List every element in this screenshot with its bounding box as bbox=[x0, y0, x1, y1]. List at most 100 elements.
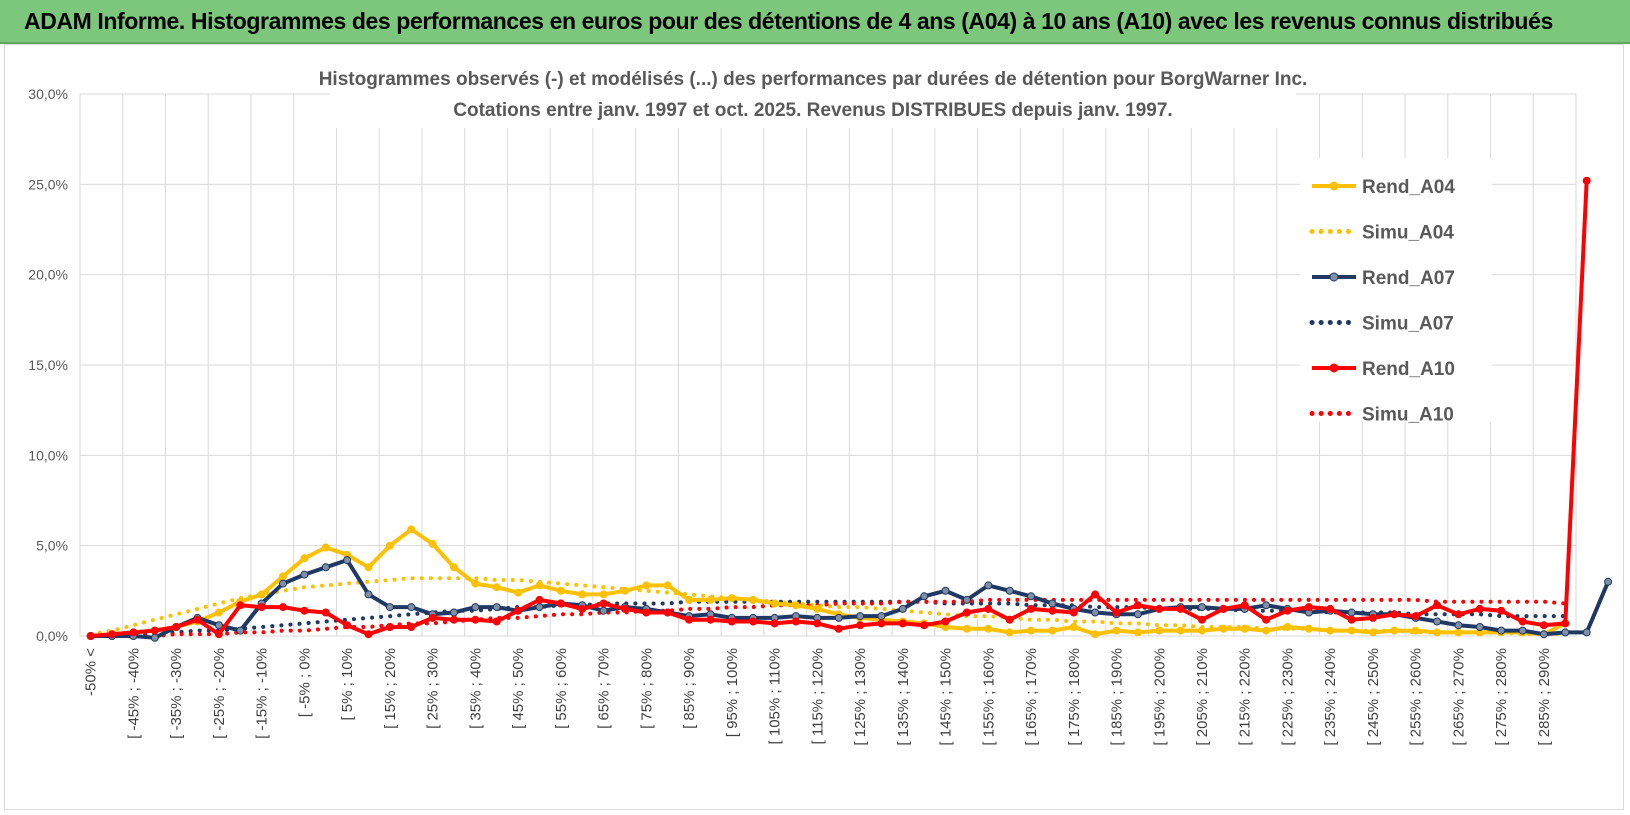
x-tick-label: [ 145% ; 150% bbox=[938, 648, 955, 746]
report-banner: ADAM Informe. Histogrammes des performan… bbox=[0, 0, 1630, 44]
data-point bbox=[1454, 610, 1463, 619]
data-point bbox=[364, 563, 373, 572]
chart-subtitle: Cotations entre janv. 1997 et oct. 2025.… bbox=[453, 100, 1172, 121]
x-tick-label: [ 25% ; 30% bbox=[425, 648, 442, 729]
data-point bbox=[492, 603, 501, 612]
data-point bbox=[1347, 608, 1356, 617]
data-point bbox=[364, 590, 373, 599]
legend-item: Simu_A04 bbox=[1309, 223, 1454, 244]
data-point bbox=[1561, 628, 1570, 637]
data-point bbox=[1475, 604, 1484, 613]
data-point bbox=[1262, 601, 1271, 610]
data-point bbox=[471, 615, 480, 624]
data-point bbox=[685, 595, 694, 604]
data-point bbox=[1005, 586, 1014, 595]
x-tick-label: [ 185% ; 190% bbox=[1109, 648, 1126, 746]
data-point bbox=[1069, 608, 1078, 617]
data-point bbox=[663, 608, 672, 617]
legend-item: Rend_A10 bbox=[1312, 359, 1455, 380]
data-point bbox=[834, 624, 843, 633]
data-point bbox=[492, 617, 501, 626]
data-point bbox=[1304, 624, 1313, 633]
data-point bbox=[1475, 623, 1484, 631]
data-point bbox=[1604, 577, 1613, 586]
legend-label: Rend_A04 bbox=[1362, 177, 1455, 198]
data-point bbox=[706, 595, 715, 604]
x-tick-label: [ 35% ; 40% bbox=[467, 648, 484, 729]
data-point bbox=[984, 624, 993, 633]
data-point bbox=[1518, 626, 1527, 635]
data-point bbox=[727, 617, 736, 626]
x-tick-label: [ 235% ; 240% bbox=[1322, 648, 1339, 746]
data-point bbox=[1155, 604, 1164, 613]
data-point bbox=[856, 621, 865, 630]
legend-marker bbox=[1329, 363, 1339, 373]
data-point bbox=[172, 623, 181, 631]
data-point bbox=[321, 543, 330, 552]
x-tick-label: [ 115% ; 120% bbox=[809, 648, 826, 744]
x-tick-label: [ -15% ; -10% bbox=[254, 648, 271, 739]
data-point bbox=[1005, 615, 1014, 624]
data-point bbox=[1219, 624, 1228, 633]
data-point bbox=[1411, 612, 1420, 621]
data-point bbox=[364, 630, 373, 639]
data-point bbox=[300, 570, 309, 579]
x-tick-label: [ 135% ; 140% bbox=[895, 648, 912, 746]
data-point bbox=[1198, 626, 1206, 635]
data-point bbox=[257, 590, 266, 599]
data-point bbox=[706, 615, 715, 624]
chart-legend: Rend_A04 Simu_A04 Rend_A07 Simu_A07 Rend_A10… bbox=[1300, 158, 1492, 426]
data-point bbox=[1369, 628, 1377, 637]
data-point bbox=[214, 621, 223, 630]
data-point bbox=[1091, 630, 1100, 639]
x-tick-label: [ 95% ; 100% bbox=[724, 648, 741, 737]
data-point bbox=[407, 623, 416, 631]
x-tick-label: [ 45% ; 50% bbox=[510, 648, 527, 729]
data-point bbox=[1027, 626, 1035, 635]
data-point bbox=[300, 606, 309, 615]
data-point bbox=[108, 630, 117, 639]
data-point bbox=[1112, 626, 1121, 635]
data-point bbox=[257, 603, 266, 612]
y-tick-label: 15,0% bbox=[28, 357, 68, 373]
data-point bbox=[1048, 626, 1057, 635]
x-tick-label: [ 65% ; 70% bbox=[596, 648, 613, 729]
data-point bbox=[1390, 626, 1399, 635]
data-point bbox=[770, 599, 779, 608]
x-tick-label: [ 5% ; 10% bbox=[339, 648, 356, 721]
x-tick-label: [ 165% ; 170% bbox=[1023, 648, 1040, 746]
data-point bbox=[898, 619, 907, 628]
data-point bbox=[1454, 628, 1463, 637]
data-point bbox=[450, 615, 458, 624]
data-point bbox=[984, 581, 993, 590]
data-point bbox=[1283, 623, 1292, 631]
x-tick-label: [ 105% ; 110% bbox=[767, 648, 784, 744]
y-tick-label: 25,0% bbox=[28, 176, 68, 192]
x-tick-label: [ 15% ; 20% bbox=[382, 648, 399, 729]
data-point bbox=[599, 606, 608, 615]
data-point bbox=[1027, 604, 1035, 613]
data-point bbox=[834, 613, 843, 622]
data-point bbox=[642, 608, 651, 617]
data-point bbox=[856, 612, 865, 621]
data-point bbox=[1369, 613, 1377, 622]
x-tick-label: [ 55% ; 60% bbox=[553, 648, 570, 729]
y-axis: 0,0% 5,0% 10,0% 15,0% 20,0% 25,0% 30,0% bbox=[28, 86, 68, 644]
data-point bbox=[214, 608, 223, 617]
data-point bbox=[941, 617, 950, 626]
x-tick-label: [ 205% ; 210% bbox=[1194, 648, 1211, 746]
x-tick-label: [ -5% ; 0% bbox=[296, 648, 313, 717]
data-point bbox=[749, 617, 758, 626]
data-point bbox=[236, 626, 245, 635]
data-point bbox=[471, 579, 480, 588]
data-point bbox=[321, 563, 330, 572]
data-point bbox=[1326, 626, 1335, 635]
data-point bbox=[685, 615, 694, 624]
x-tick-label: -50% < bbox=[83, 648, 100, 696]
data-point bbox=[150, 633, 159, 642]
data-point bbox=[791, 601, 800, 610]
data-point bbox=[599, 599, 608, 608]
data-point bbox=[920, 621, 929, 630]
data-point bbox=[407, 525, 416, 534]
